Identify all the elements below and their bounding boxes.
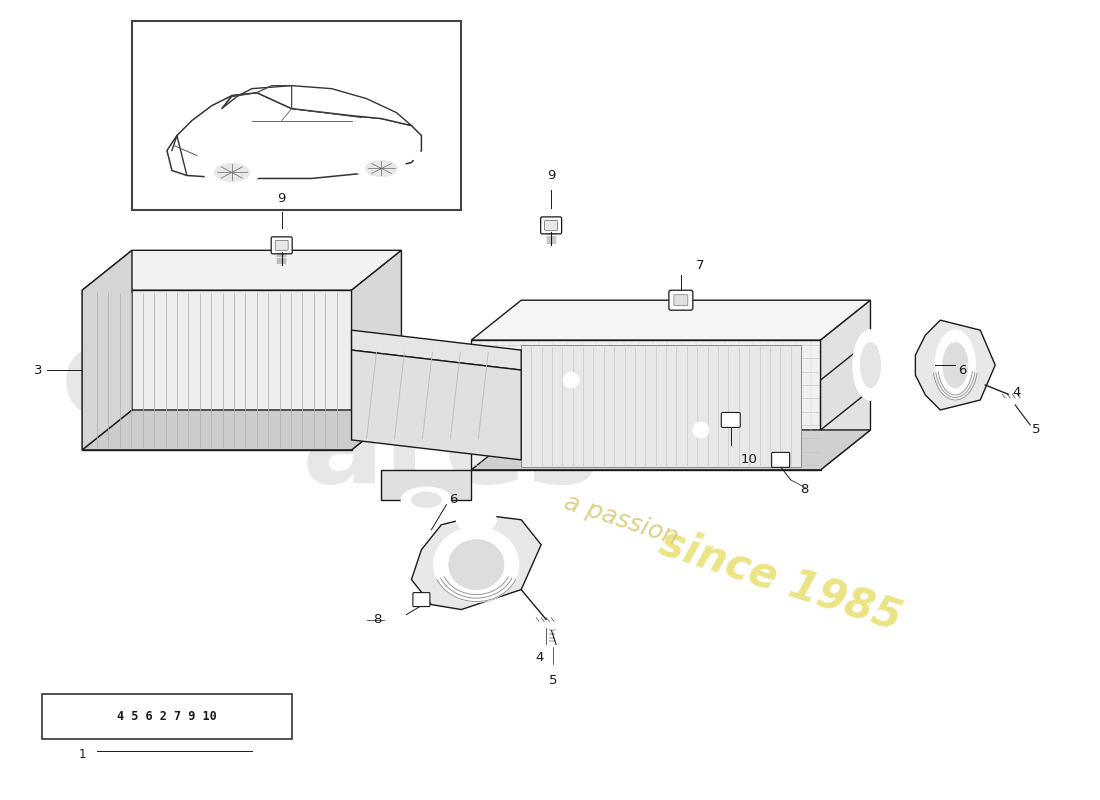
Text: 4 5 6 2 7 9 10: 4 5 6 2 7 9 10 <box>117 710 217 723</box>
Polygon shape <box>352 330 521 370</box>
Text: 8: 8 <box>801 483 808 496</box>
Polygon shape <box>352 250 402 450</box>
Ellipse shape <box>205 158 260 186</box>
FancyBboxPatch shape <box>674 294 688 306</box>
Text: 8: 8 <box>373 613 382 626</box>
Text: 5: 5 <box>1032 423 1041 437</box>
Text: a passion: a passion <box>561 490 681 550</box>
Text: eu-: eu- <box>62 322 282 438</box>
Ellipse shape <box>852 330 888 400</box>
Ellipse shape <box>365 161 397 177</box>
Ellipse shape <box>214 163 250 182</box>
Circle shape <box>693 422 708 438</box>
FancyBboxPatch shape <box>412 593 430 606</box>
Ellipse shape <box>410 151 422 160</box>
Polygon shape <box>352 350 521 460</box>
FancyBboxPatch shape <box>42 694 292 739</box>
Text: 5: 5 <box>549 674 558 687</box>
Ellipse shape <box>411 492 441 507</box>
FancyBboxPatch shape <box>772 452 790 467</box>
FancyBboxPatch shape <box>275 240 288 250</box>
Text: 4: 4 <box>535 651 543 665</box>
Polygon shape <box>915 320 996 410</box>
Ellipse shape <box>860 342 880 387</box>
FancyBboxPatch shape <box>272 237 293 254</box>
Polygon shape <box>471 340 821 470</box>
Text: 7: 7 <box>696 258 704 272</box>
Text: ares: ares <box>301 391 600 508</box>
Polygon shape <box>821 340 870 430</box>
Ellipse shape <box>1008 393 1023 403</box>
Ellipse shape <box>356 156 406 181</box>
Ellipse shape <box>456 507 496 532</box>
Polygon shape <box>382 470 471 500</box>
Polygon shape <box>471 430 870 470</box>
Text: 4: 4 <box>1012 386 1021 398</box>
Polygon shape <box>82 250 402 290</box>
FancyBboxPatch shape <box>669 290 693 310</box>
Text: 1: 1 <box>78 748 86 761</box>
Polygon shape <box>222 86 411 126</box>
Polygon shape <box>821 300 870 470</box>
Ellipse shape <box>543 619 559 630</box>
FancyBboxPatch shape <box>541 217 562 234</box>
Bar <box>132 21 461 210</box>
Text: 9: 9 <box>277 193 286 206</box>
Polygon shape <box>167 93 421 178</box>
FancyBboxPatch shape <box>722 413 740 427</box>
Bar <box>521 345 801 467</box>
Text: 3: 3 <box>34 363 42 377</box>
Ellipse shape <box>935 330 976 400</box>
Polygon shape <box>82 290 352 450</box>
Polygon shape <box>82 410 402 450</box>
Text: since 1985: since 1985 <box>654 521 908 638</box>
Circle shape <box>563 372 579 388</box>
FancyBboxPatch shape <box>544 220 558 230</box>
Polygon shape <box>471 300 870 340</box>
Polygon shape <box>411 514 541 610</box>
Polygon shape <box>82 250 132 450</box>
Ellipse shape <box>449 540 504 590</box>
Text: 6: 6 <box>958 363 967 377</box>
Ellipse shape <box>402 487 451 512</box>
Text: 9: 9 <box>547 170 556 182</box>
Ellipse shape <box>943 342 968 387</box>
Text: 6: 6 <box>449 494 458 506</box>
Text: 10: 10 <box>740 454 758 466</box>
Ellipse shape <box>433 527 519 602</box>
